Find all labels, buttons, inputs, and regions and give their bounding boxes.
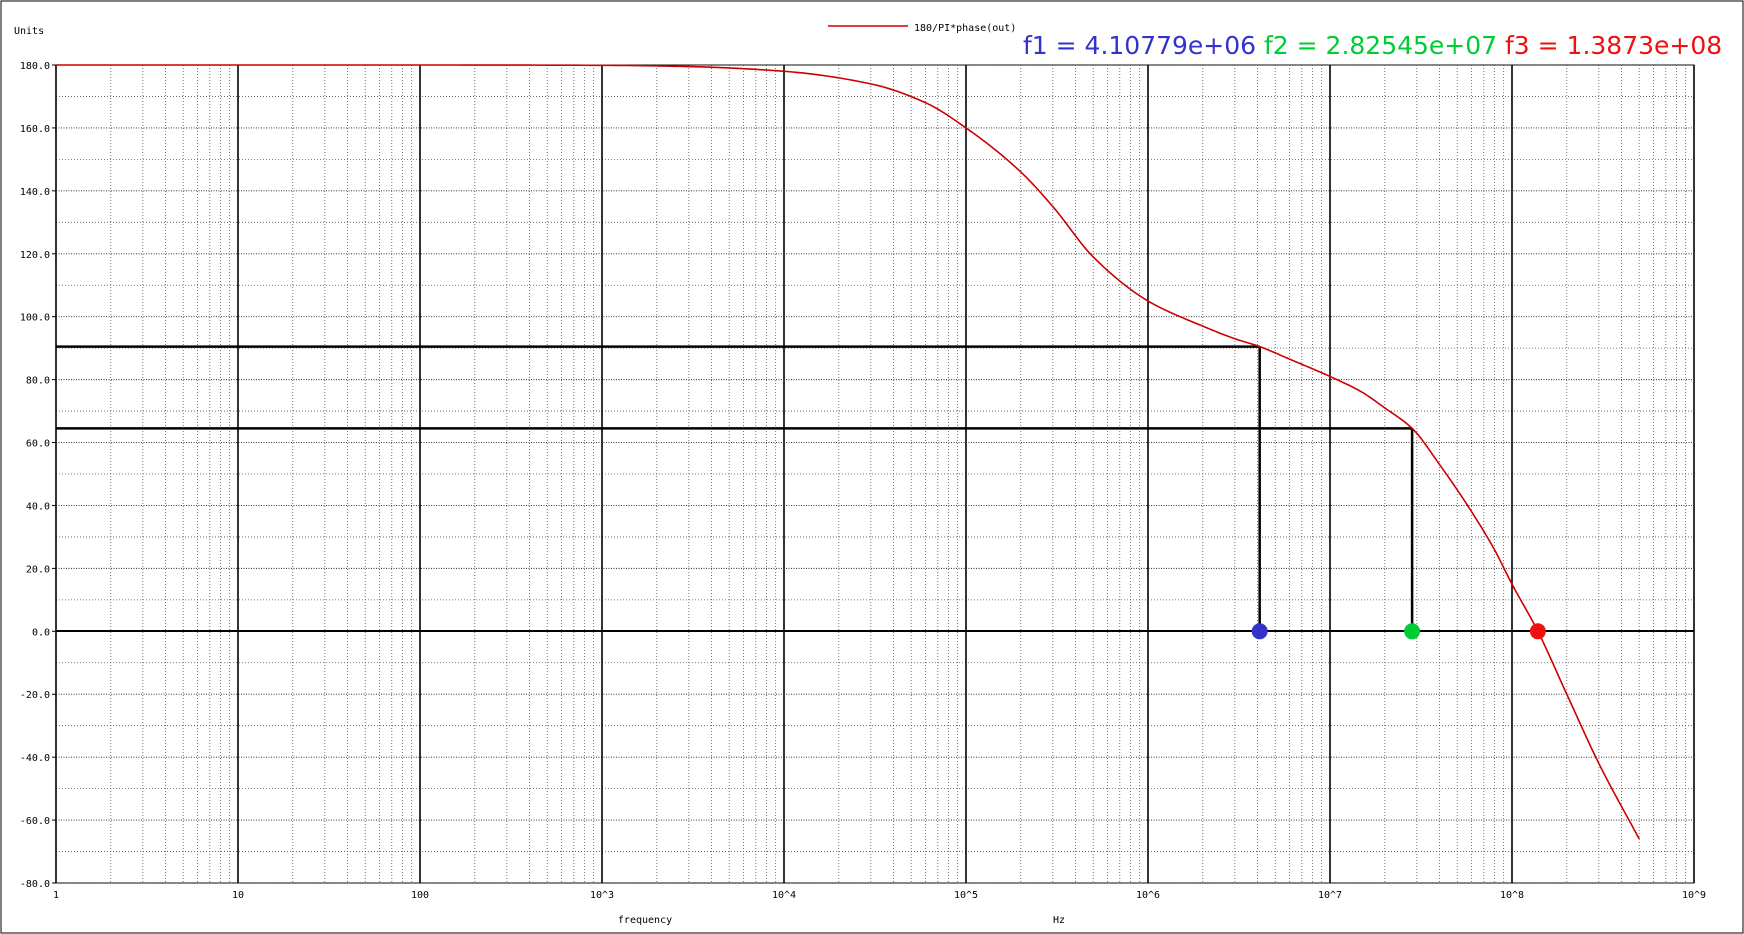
x-tick-labels: 1 10 100 10^3 10^4 10^5 10^6 10^7 10^8 10^9 xyxy=(53,890,1706,901)
y-tick-label: 120.0 xyxy=(20,250,50,261)
minor-grid xyxy=(56,65,1694,883)
y-tick-label: 60.0 xyxy=(26,439,50,450)
legend: 180/PI*phase(out) xyxy=(828,23,1016,34)
y-tick-label: 20.0 xyxy=(26,564,50,575)
x-tick-label: 10^9 xyxy=(1682,890,1706,901)
x-tick-label: 10^8 xyxy=(1500,890,1524,901)
y-tick-label: 100.0 xyxy=(20,313,50,324)
marker-label-f2: f2 = 2.82545e+07 xyxy=(1264,31,1497,60)
x-tick-label: 10^3 xyxy=(590,890,614,901)
x-tick-label: 100 xyxy=(411,890,429,901)
marker-dot-f3 xyxy=(1529,623,1546,640)
marker-dots xyxy=(1251,623,1546,640)
x-tick-label: 10^5 xyxy=(954,890,978,901)
marker-label-f3: f3 = 1.3873e+08 xyxy=(1505,31,1722,60)
legend-label: 180/PI*phase(out) xyxy=(914,23,1016,34)
series-line-phase xyxy=(56,64,1640,840)
x-tick-label: 10^6 xyxy=(1136,890,1160,901)
x-axis-caption-left: frequency xyxy=(618,915,672,926)
marker-dot-f2 xyxy=(1404,623,1421,640)
x-tick-label: 10^4 xyxy=(772,890,796,901)
y-tick-label: -20.0 xyxy=(20,690,50,701)
marker-label-f1: f1 = 4.10779e+06 xyxy=(1023,31,1256,60)
y-tick-label: 0.0 xyxy=(32,627,50,638)
y-tick-label: 40.0 xyxy=(26,501,50,512)
y-tick-label: 180.0 xyxy=(20,61,50,72)
marker-guides xyxy=(56,345,1414,632)
y-tick-label: -40.0 xyxy=(20,753,50,764)
y-axis-caption: Units xyxy=(14,26,44,37)
x-tick-label: 10 xyxy=(232,890,244,901)
x-axis-caption-right: Hz xyxy=(1053,915,1065,926)
y-tick-label: -60.0 xyxy=(20,816,50,827)
y-tick-label: 140.0 xyxy=(20,187,50,198)
y-tick-label: -80.0 xyxy=(20,879,50,890)
y-tick-label: 160.0 xyxy=(20,124,50,135)
marker-dot-f1 xyxy=(1251,623,1268,640)
y-tick-labels: 180.0 160.0 140.0 120.0 100.0 80.0 60.0 40.0 20.… xyxy=(20,61,50,890)
x-tick-label: 1 xyxy=(53,890,59,901)
x-tick-label: 10^7 xyxy=(1318,890,1342,901)
y-tick-label: 80.0 xyxy=(26,376,50,387)
